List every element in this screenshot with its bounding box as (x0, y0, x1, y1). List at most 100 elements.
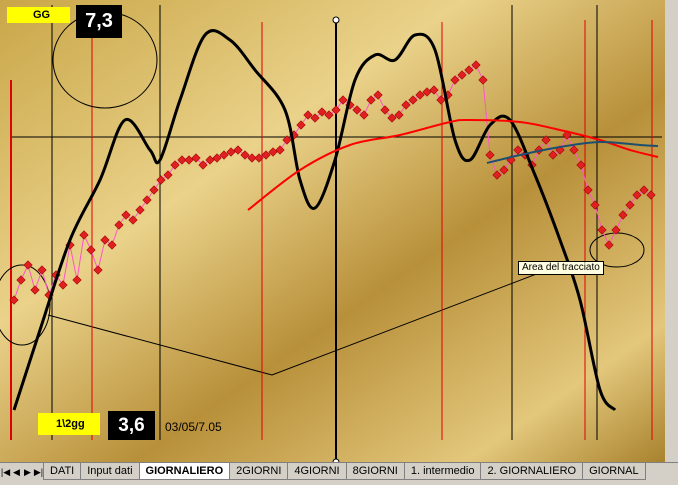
data-point (457, 70, 467, 80)
guides (12, 5, 662, 462)
data-point (429, 85, 439, 95)
data-point (86, 245, 96, 255)
data-point (387, 113, 397, 123)
sheet-tab[interactable]: 4GIORNI (287, 463, 347, 480)
sheet-tab[interactable]: Input dati (80, 463, 140, 480)
series-line (486, 140, 659, 164)
nav-prev[interactable]: ◀ (13, 467, 20, 477)
data-point (324, 110, 334, 120)
data-point (16, 275, 26, 285)
data-point (576, 160, 586, 170)
data-point (373, 90, 383, 100)
half-value: 3,6 (108, 411, 155, 440)
data-point (275, 145, 285, 155)
data-point (604, 240, 614, 250)
sheet-tab[interactable]: DATI (43, 463, 82, 480)
half-label: 1\2gg (38, 413, 100, 435)
data-point (569, 145, 579, 155)
sheet-tab[interactable]: GIORNAL (582, 463, 646, 480)
data-point (37, 265, 47, 275)
scroll-edge (665, 0, 678, 462)
data-point (191, 153, 201, 163)
data-point (499, 165, 509, 175)
data-point (219, 150, 229, 160)
data-point (163, 170, 173, 180)
data-point (352, 105, 362, 115)
date: 03/05/7.05 (165, 420, 222, 434)
gg-value: 7,3 (76, 5, 122, 38)
nav-first[interactable]: |◀ (0, 467, 11, 477)
data-point (268, 147, 278, 157)
data-point (58, 280, 68, 290)
data-point (226, 147, 236, 157)
data-point (338, 95, 348, 105)
data-point (135, 205, 145, 215)
handle (332, 458, 340, 462)
data-point (296, 120, 306, 130)
data-point (590, 200, 600, 210)
data-point (513, 145, 523, 155)
data-point (9, 295, 19, 305)
data-point (618, 210, 628, 220)
data-point (541, 135, 551, 145)
data-point (380, 105, 390, 115)
data-point (114, 220, 124, 230)
data-point (625, 200, 635, 210)
data-point (366, 95, 376, 105)
data-point (149, 185, 159, 195)
data-point (611, 225, 621, 235)
data-point (415, 90, 425, 100)
data-point (471, 60, 481, 70)
data-point (450, 75, 460, 85)
data-point (240, 150, 250, 160)
nav-next[interactable]: ▶ (24, 467, 31, 477)
data-point (254, 153, 264, 163)
data-point (121, 210, 131, 220)
data-point (492, 170, 502, 180)
data-point (359, 110, 369, 120)
data-point (478, 75, 488, 85)
data-point (156, 175, 166, 185)
chart (0, 0, 678, 462)
data-point (261, 150, 271, 160)
data-point (198, 160, 208, 170)
data-point (303, 110, 313, 120)
data-point (422, 87, 432, 97)
data-point (282, 135, 292, 145)
data-point (247, 153, 257, 163)
data-point (100, 235, 110, 245)
data-point (408, 95, 418, 105)
sheet-tab[interactable]: 1. intermedio (403, 463, 482, 480)
data-point (177, 155, 187, 165)
data-point (128, 215, 138, 225)
gg-label: GG (7, 7, 70, 23)
data-point (646, 190, 656, 200)
data-point (548, 150, 558, 160)
data-point (23, 260, 33, 270)
data-point (79, 230, 89, 240)
data-point (464, 65, 474, 75)
sheet-tab[interactable]: 2. GIORNALIERO (480, 463, 584, 480)
data-point (72, 275, 82, 285)
data-point (212, 153, 222, 163)
handle (332, 16, 340, 24)
nav-last[interactable]: ▶| (33, 467, 44, 477)
tooltip: Area del tracciato (518, 261, 604, 275)
sheet-tab[interactable]: 8GIORNI (345, 463, 405, 480)
data-point (401, 100, 411, 110)
series-line (12, 29, 617, 412)
data-point (331, 105, 341, 115)
data-point (30, 285, 40, 295)
data-point (394, 110, 404, 120)
data-point (93, 265, 103, 275)
data-point (632, 190, 642, 200)
chart-area (0, 0, 665, 462)
data-point (436, 95, 446, 105)
sheet-tab[interactable]: 2GIORNI (229, 463, 289, 480)
red-verticals (10, 5, 653, 440)
data-point (639, 185, 649, 195)
data-point (485, 150, 495, 160)
data-point (184, 155, 194, 165)
sheet-tab[interactable]: GIORNALIERO (138, 463, 231, 480)
data-point (170, 160, 180, 170)
